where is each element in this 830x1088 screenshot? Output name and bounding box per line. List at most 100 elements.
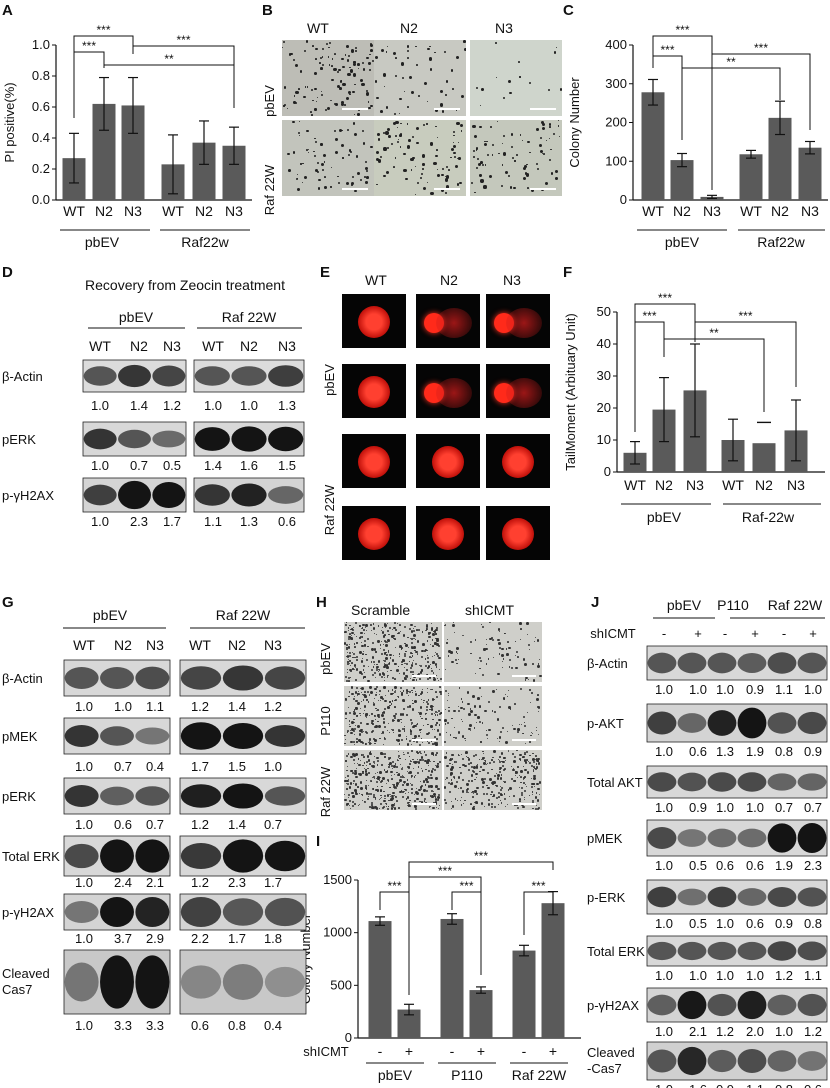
- band: [677, 888, 707, 906]
- band-label: p-AKT: [587, 716, 624, 731]
- bar: [222, 145, 246, 200]
- x-tick-label: N2: [771, 203, 789, 219]
- densitometry-value: 1.0: [91, 398, 109, 413]
- densitometry-value: 1.9: [746, 744, 764, 759]
- band: [118, 480, 151, 510]
- densitometry-value: 2.1: [146, 875, 164, 890]
- y-tick-label: 0.8: [32, 68, 50, 83]
- band: [231, 426, 267, 452]
- row-label-raf22w: Raf 22W: [322, 484, 337, 536]
- lane-label: N3: [264, 637, 282, 653]
- densitometry-value: 1.0: [655, 858, 673, 873]
- shicmt-label: shICMT: [590, 626, 636, 641]
- col-label-wt: WT: [365, 272, 387, 288]
- band: [767, 994, 797, 1016]
- densitometry-value: 1.3: [716, 744, 734, 759]
- band: [194, 366, 230, 386]
- densitometry-value: 1.0: [240, 398, 258, 413]
- group-label: Raf-22w: [742, 509, 795, 525]
- significance-label: ***: [531, 879, 545, 893]
- colony-micrograph: [374, 40, 466, 116]
- band-label: Total AKT: [587, 775, 643, 790]
- densitometry-value: 1.0: [114, 699, 132, 714]
- band: [135, 666, 170, 690]
- y-tick-label: 0.0: [32, 192, 50, 207]
- densitometry-value: 1.2: [264, 699, 282, 714]
- y-axis-label: TailMoment (Arbituary Unit): [563, 313, 578, 471]
- bar: [670, 160, 694, 200]
- densitometry-value: 1.0: [204, 398, 222, 413]
- blot-strip: [646, 819, 828, 857]
- densitometry-value: 1.8: [264, 931, 282, 946]
- col-label-n2: N2: [440, 272, 458, 288]
- colony-micrograph: [344, 750, 442, 810]
- band: [264, 786, 306, 806]
- densitometry-value: 1.1: [746, 1082, 764, 1088]
- band: [737, 653, 767, 673]
- bar: [739, 154, 763, 200]
- y-tick-label: 300: [605, 76, 627, 91]
- densitometry-value: 0.6: [716, 858, 734, 873]
- group-label: Raf 22W: [216, 607, 271, 623]
- comet-image: [416, 364, 480, 426]
- densitometry-value: 0.4: [264, 1018, 282, 1033]
- comet-image: [416, 294, 480, 356]
- densitometry-value: 0.9: [804, 744, 822, 759]
- densitometry-value: 1.0: [689, 968, 707, 983]
- band: [707, 828, 737, 848]
- band: [707, 1049, 737, 1073]
- band-label: β-Actin: [587, 656, 628, 671]
- blot-title: Recovery from Zeocin treatment: [85, 277, 285, 293]
- y-tick-label: 1000: [323, 925, 352, 940]
- band-label: p-γH2AX: [2, 905, 54, 920]
- significance-label: ***: [474, 850, 488, 863]
- band-label: Cleaved: [587, 1045, 635, 1060]
- comet-image: [486, 506, 550, 568]
- significance-label: ***: [660, 43, 674, 57]
- y-tick-label: 30: [597, 368, 611, 383]
- bar: [768, 117, 792, 200]
- band: [268, 365, 304, 387]
- y-tick-label: 0: [604, 464, 611, 479]
- band: [194, 484, 230, 506]
- band: [100, 955, 134, 1009]
- significance-bracket: [132, 45, 235, 108]
- col-label-n3: N3: [503, 272, 521, 288]
- band: [64, 785, 99, 807]
- colony-micrograph: [444, 750, 542, 810]
- band: [135, 727, 170, 745]
- band: [647, 827, 677, 849]
- band: [264, 966, 306, 998]
- densitometry-value: 1.0: [689, 682, 707, 697]
- densitometry-value: 1.0: [655, 800, 673, 815]
- band: [797, 823, 827, 853]
- densitometry-value: 0.7: [114, 759, 132, 774]
- significance-label: ***: [754, 41, 768, 55]
- band-label: β-Actin: [2, 671, 43, 686]
- band: [767, 652, 797, 674]
- significance-label: ***: [738, 309, 752, 323]
- densitometry-value: 1.5: [278, 458, 296, 473]
- lane-label: WT: [202, 338, 224, 354]
- band-label: β-Actin: [2, 369, 43, 384]
- significance-bracket: [73, 35, 134, 118]
- significance-label: **: [709, 326, 719, 340]
- band: [737, 941, 767, 961]
- group-label: Raf 22W: [512, 1067, 567, 1083]
- densitometry-value: 1.0: [75, 1018, 93, 1033]
- x-tick-label: WT: [63, 203, 85, 219]
- colony-micrograph: [470, 120, 562, 196]
- treatment-sign: +: [809, 626, 817, 641]
- chart-f: 0 10 20 30 40 50 TailMoment (Arbituary Unit) WT…: [563, 291, 825, 525]
- band: [677, 941, 707, 961]
- band: [135, 839, 170, 873]
- densitometry-value: 1.4: [204, 458, 222, 473]
- band: [100, 839, 134, 873]
- significance-bracket: [523, 891, 554, 935]
- band: [83, 484, 117, 506]
- densitometry-value: 0.7: [130, 458, 148, 473]
- densitometry-value: 0.8: [804, 916, 822, 931]
- y-tick-label: 400: [605, 37, 627, 52]
- bar: [368, 921, 392, 1038]
- group-label: Raf22w: [757, 234, 805, 250]
